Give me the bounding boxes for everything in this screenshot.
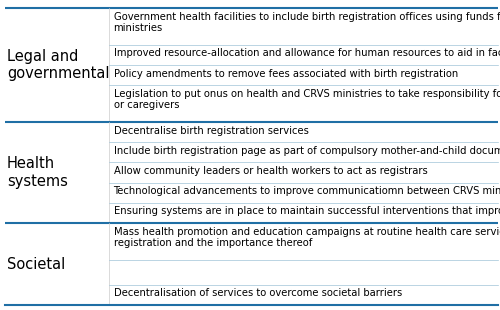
Text: Policy amendments to remove fees associated with birth registration: Policy amendments to remove fees associa… [114, 69, 458, 79]
Text: Technological advancements to improve communicatiomn between CRVS ministries and: Technological advancements to improve co… [114, 186, 500, 196]
Text: Improved resource-allocation and allowance for human resources to aid in facilit: Improved resource-allocation and allowan… [114, 48, 500, 58]
Text: Societal: Societal [7, 257, 65, 272]
Text: Government health facilities to include birth registration offices using funds f: Government health facilities to include … [114, 11, 500, 33]
Text: Decentralisation of services to overcome societal barriers: Decentralisation of services to overcome… [114, 288, 402, 299]
Text: Legislation to put onus on health and CRVS ministries to take responsibility for: Legislation to put onus on health and CR… [114, 89, 500, 110]
Text: Allow community leaders or health workers to act as registrars: Allow community leaders or health worker… [114, 166, 428, 176]
Text: Health
systems: Health systems [7, 156, 68, 189]
Text: Decentralise birth registration services: Decentralise birth registration services [114, 126, 308, 136]
Text: Mass health promotion and education campaigns at routine health care service poi: Mass health promotion and education camp… [114, 227, 500, 248]
Text: Legal and
governmental: Legal and governmental [7, 49, 110, 81]
Text: Ensuring systems are in place to maintain successful interventions that improved: Ensuring systems are in place to maintai… [114, 206, 500, 216]
Text: Include birth registration page as part of compulsory mother-and-child documents: Include birth registration page as part … [114, 146, 500, 156]
